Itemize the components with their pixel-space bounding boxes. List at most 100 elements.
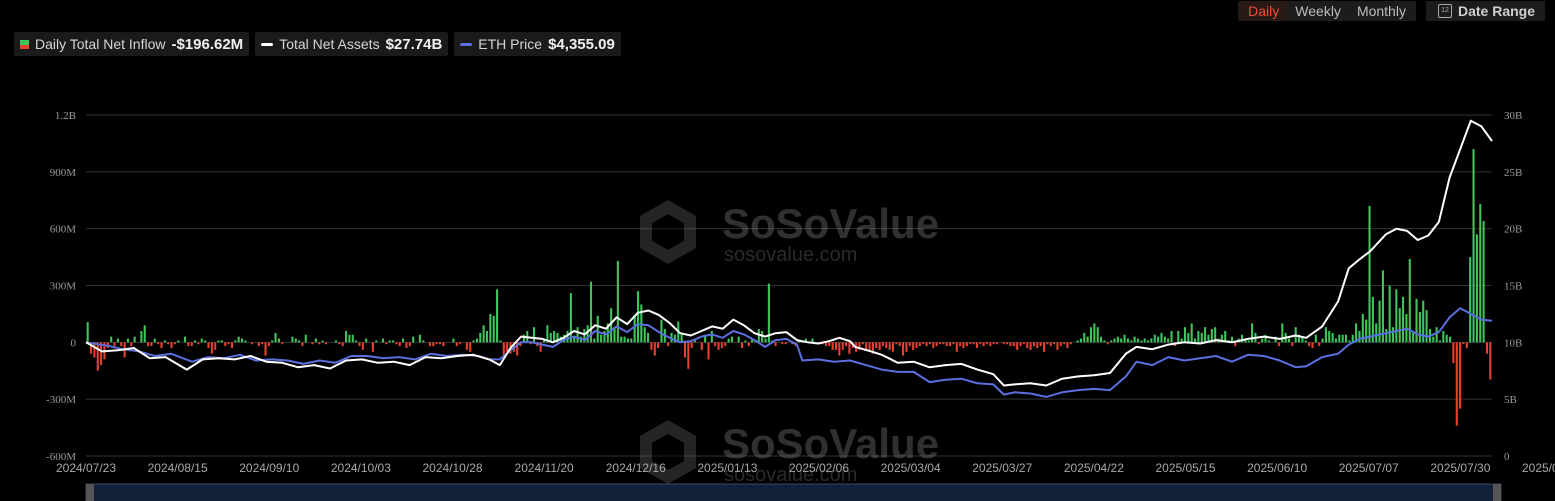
inflow-bar [949, 342, 952, 347]
inflow-bar [194, 340, 197, 343]
legend-price-label: ETH Price [478, 36, 543, 52]
inflow-bar [546, 325, 549, 343]
inflow-bar [1472, 149, 1475, 343]
inflow-bar [1422, 300, 1425, 343]
inflow-bar [345, 330, 348, 343]
legend-price[interactable]: ETH Price $4,355.09 [454, 32, 621, 56]
inflow-bar [1251, 323, 1254, 343]
x-tick-label: 2025/03/27 [972, 461, 1032, 475]
inflow-bar [804, 338, 807, 343]
inflow-bar [576, 327, 579, 343]
inflow-bar [1455, 342, 1458, 426]
inflow-bar [1187, 332, 1190, 343]
range-navigator[interactable] [85, 483, 1502, 501]
inflow-bar [918, 342, 921, 347]
inflow-bar [271, 340, 274, 343]
inflow-bar [1385, 329, 1388, 343]
inflow-bar [187, 342, 190, 347]
inflow-bar [828, 342, 831, 347]
inflow-bar [1398, 308, 1401, 343]
inflow-bar [992, 342, 995, 345]
inflow-bar [928, 342, 931, 345]
inflow-bar [1368, 205, 1371, 343]
inflow-bar [1026, 342, 1029, 349]
inflow-bar [502, 342, 505, 356]
inflow-bar [224, 342, 227, 347]
watermark-brand: SoSoValue [722, 420, 939, 467]
inflow-bar [395, 342, 398, 345]
inflow-bar [1076, 340, 1079, 343]
inflow-bar [1314, 334, 1317, 343]
inflow-bar [942, 342, 945, 345]
inflow-bar [955, 342, 958, 352]
inflow-bar [791, 342, 794, 345]
legend-assets-value: $27.74B [385, 35, 443, 53]
inflow-bar [173, 342, 176, 345]
date-range-label: Date Range [1457, 3, 1535, 19]
inflow-bar [660, 319, 663, 343]
inflow-bars[interactable] [86, 149, 1492, 426]
tab-monthly[interactable]: Monthly [1356, 3, 1406, 19]
y-right-tick-label: 10B [1504, 337, 1522, 349]
inflow-bar [640, 304, 643, 343]
inflow-bar [1016, 342, 1019, 350]
inflow-bar [1381, 270, 1384, 343]
tab-weekly[interactable]: Weekly [1295, 3, 1341, 19]
inflow-bar [1334, 338, 1337, 343]
x-tick-label: 2024/12/16 [606, 461, 666, 475]
inflow-bar [653, 342, 656, 356]
inflow-bar [1002, 342, 1005, 345]
inflow-bar [1053, 342, 1056, 345]
legend-inflow[interactable]: Daily Total Net Inflow -$196.62M [14, 32, 250, 56]
inflow-bar [610, 308, 613, 343]
inflow-bar [1190, 323, 1193, 343]
inflow-bar [620, 336, 623, 343]
inflow-bar [589, 281, 593, 343]
inflow-bar [1375, 323, 1378, 343]
y-right-tick-label: 30B [1504, 110, 1522, 122]
inflow-bar [227, 342, 230, 345]
inflow-bar [878, 342, 881, 350]
inflow-bar [1147, 340, 1150, 343]
y-right-tick-label: 25B [1504, 167, 1522, 179]
inflow-bar [1042, 342, 1046, 352]
inflow-bar [1388, 285, 1391, 343]
inflow-bar [1110, 340, 1113, 343]
inflow-bar [774, 342, 777, 347]
x-tick-label: 2025/02/06 [789, 461, 849, 475]
inflow-bar [298, 340, 301, 343]
inflow-bar [482, 325, 485, 343]
inflow-swatch [20, 39, 29, 49]
legend-assets-label: Total Net Assets [279, 36, 380, 52]
inflow-bar [1475, 234, 1478, 343]
inflow-bar [912, 342, 915, 350]
date-range-button[interactable]: 12 Date Range [1425, 1, 1545, 21]
inflow-bar [1240, 334, 1244, 343]
inflow-bar [720, 342, 723, 349]
inflow-bar [885, 342, 888, 349]
inflow-bar [392, 340, 395, 343]
inflow-bar [150, 342, 153, 347]
inflow-bar [1106, 342, 1109, 345]
inflow-bar [318, 342, 321, 345]
inflow-bar [1281, 323, 1284, 343]
inflow-bar [1355, 323, 1358, 343]
y-right-tick-label: 15B [1504, 281, 1522, 293]
inflow-bar [626, 338, 629, 343]
inflow-bar [600, 334, 603, 343]
inflow-bar [1163, 336, 1166, 343]
inflow-bar [1482, 221, 1485, 343]
inflow-bar [740, 342, 744, 349]
inflow-bar [915, 342, 918, 349]
inflow-bar [673, 334, 676, 343]
inflow-bar [891, 342, 895, 352]
inflow-bar [667, 342, 670, 347]
inflow-bar [1321, 338, 1324, 343]
inflow-bar [496, 289, 499, 343]
y-right-tick-label: 5B [1504, 394, 1517, 406]
inflow-bar [1371, 296, 1374, 343]
tab-daily[interactable]: Daily [1240, 1, 1288, 21]
legend-assets[interactable]: Total Net Assets $27.74B [255, 32, 449, 56]
y-right-tick-label: 0 [1504, 451, 1510, 463]
inflow-bar [294, 338, 297, 343]
